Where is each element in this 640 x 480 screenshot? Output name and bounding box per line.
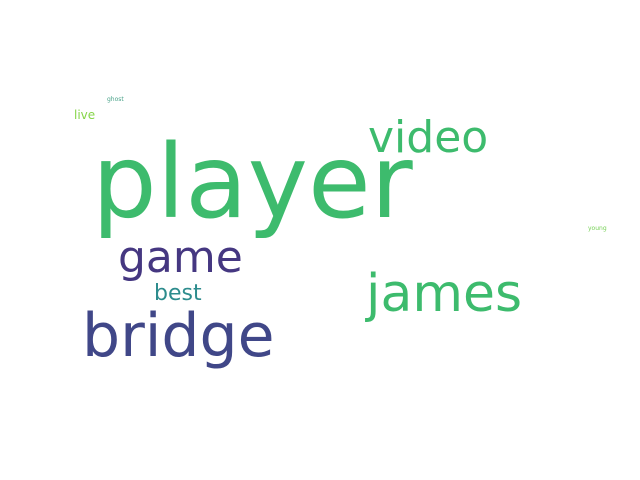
word-young: young	[588, 225, 607, 232]
word-bridge: bridge	[82, 301, 275, 371]
word-live: live	[74, 108, 96, 122]
word-best: best	[154, 281, 202, 306]
word-james: james	[366, 264, 523, 324]
word-video: video	[368, 112, 489, 163]
word-player: player	[92, 123, 413, 242]
word-ghost: ghost	[107, 96, 124, 103]
word-game: game	[118, 232, 243, 283]
